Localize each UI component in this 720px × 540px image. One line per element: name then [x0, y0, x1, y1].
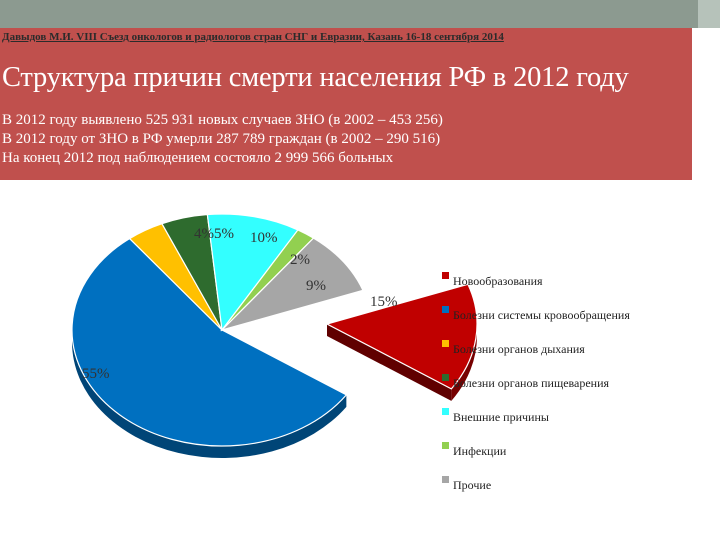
slide-header: Давыдов М.И. VIII Съезд онкологов и ради… — [0, 28, 692, 180]
pie-slice-label: 4% — [194, 226, 214, 242]
fact-line: В 2012 году от ЗНО в РФ умерли 287 789 г… — [2, 131, 441, 147]
pie-slice — [325, 283, 478, 390]
fact-line: В 2012 году выявлено 525 931 новых случа… — [2, 112, 443, 128]
top-bar — [0, 0, 720, 28]
legend-label: Прочие — [453, 478, 492, 492]
pie-slice — [71, 237, 348, 447]
pie-slice — [206, 213, 299, 332]
legend-label: Болезни органов пищеварения — [453, 376, 610, 390]
conference-citation: Давыдов М.И. VIII Съезд онкологов и ради… — [2, 31, 504, 43]
legend-label: Новообразования — [453, 274, 543, 288]
top-bar-accent — [698, 0, 720, 28]
legend-swatch — [442, 408, 449, 415]
pie-slice-label: 10% — [250, 230, 278, 246]
facts-list: В 2012 году выявлено 525 931 новых случа… — [2, 111, 443, 168]
pie-slice-label: 5% — [214, 226, 234, 242]
legend-swatch — [442, 272, 449, 279]
pie-slice-label: 15% — [370, 294, 398, 310]
legend-label: Болезни системы кровообращения — [453, 308, 630, 322]
fact-line: На конец 2012 под наблюдением состояло 2… — [2, 150, 394, 166]
legend-label: Болезни органов дыхания — [453, 342, 585, 356]
legend-swatch — [442, 340, 449, 347]
slide-title: Структура причин смерти населения РФ в 2… — [2, 62, 629, 93]
legend-swatch — [442, 442, 449, 449]
legend-swatch — [442, 476, 449, 483]
pie-slice-label: 9% — [306, 278, 326, 294]
pie-slice-label: 55% — [82, 366, 110, 382]
pie-slice-label: 2% — [290, 252, 310, 268]
legend-swatch — [442, 306, 449, 313]
pie-slice — [219, 237, 364, 332]
pie-top — [71, 213, 478, 447]
legend-swatch — [442, 374, 449, 381]
pie-slice-face — [327, 324, 452, 401]
legend-label: Внешние причины — [453, 410, 549, 424]
legend-label: Инфекции — [453, 444, 507, 458]
